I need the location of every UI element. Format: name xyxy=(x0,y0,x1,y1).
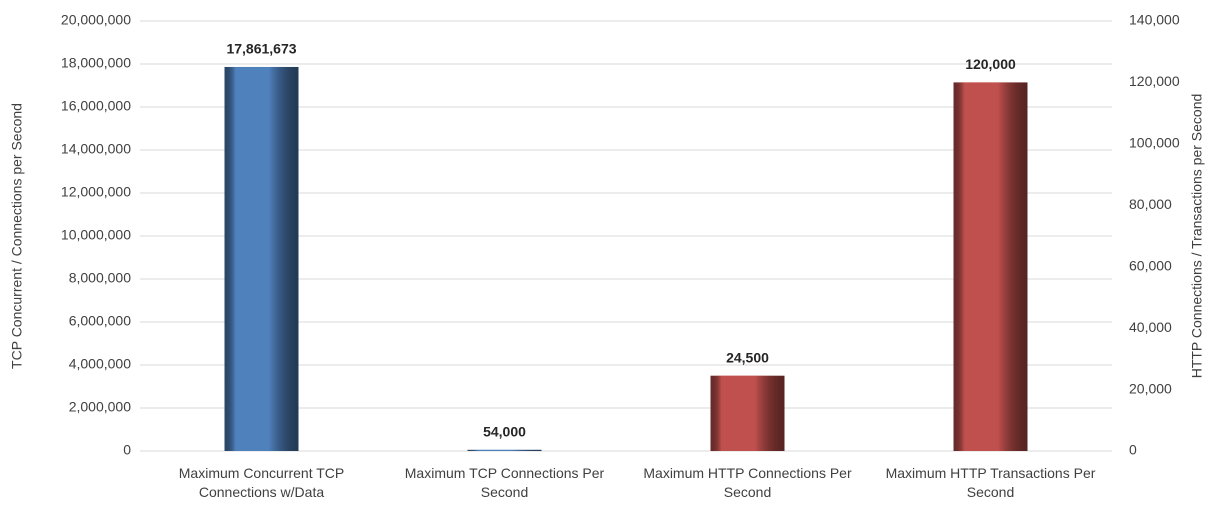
y-tick-label: 20,000,000 xyxy=(61,12,131,28)
x-tick-label: Maximum TCP Connections Per Second xyxy=(404,465,605,500)
bar-shade xyxy=(224,66,299,451)
y-tick-label: 14,000,000 xyxy=(61,141,131,157)
y-tick-label: 10,000,000 xyxy=(61,227,131,243)
x-tick-label: Maximum HTTP Transactions Per Second xyxy=(885,465,1096,500)
data-label: 24,500 xyxy=(726,349,769,365)
y2-tick-label: 40,000 xyxy=(1129,319,1172,335)
y-tick-label: 18,000,000 xyxy=(61,55,131,71)
y-tick-label: 8,000,000 xyxy=(69,270,131,286)
x-tick-label: Maximum HTTP Connections Per Second xyxy=(643,465,852,500)
y2-tick-label: 140,000 xyxy=(1129,12,1180,28)
y2-axis-label: HTTP Connections / Transactions per Seco… xyxy=(1189,94,1205,379)
y-axis-label: TCP Concurrent / Connections per Second xyxy=(9,103,25,369)
x-tick-label: Maximum Concurrent TCP Connections w/Dat… xyxy=(178,465,345,500)
y2-tick-label: 20,000 xyxy=(1129,380,1172,396)
bar-shade xyxy=(710,375,785,451)
bar-shade xyxy=(953,82,1028,451)
y-tick-label: 2,000,000 xyxy=(69,399,131,415)
y-tick-label: 0 xyxy=(123,442,131,458)
data-label: 17,861,673 xyxy=(226,41,296,57)
data-label: 54,000 xyxy=(483,424,526,440)
y-tick-label: 16,000,000 xyxy=(61,98,131,114)
y-tick-label: 12,000,000 xyxy=(61,184,131,200)
y2-tick-label: 100,000 xyxy=(1129,135,1180,151)
y2-tick-label: 0 xyxy=(1129,442,1137,458)
y2-tick-label: 60,000 xyxy=(1129,257,1172,273)
y2-tick-label: 80,000 xyxy=(1129,196,1172,212)
data-label: 120,000 xyxy=(965,56,1016,72)
bar-shade xyxy=(467,449,542,451)
y-tick-label: 4,000,000 xyxy=(69,356,131,372)
y2-tick-label: 120,000 xyxy=(1129,73,1180,89)
y-tick-label: 6,000,000 xyxy=(69,313,131,329)
